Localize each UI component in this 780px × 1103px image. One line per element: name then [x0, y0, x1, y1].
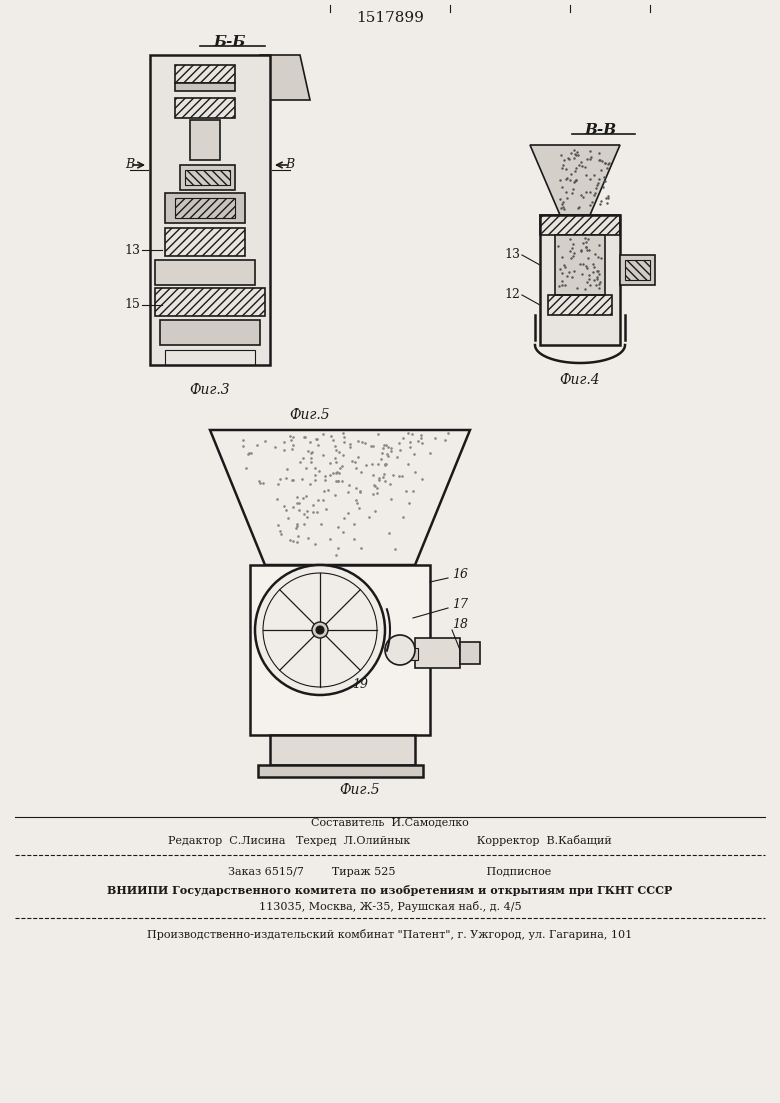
Bar	[625, 260, 650, 280]
Text: 113035, Москва, Ж-35, Раушская наб., д. 4/5: 113035, Москва, Ж-35, Раушская наб., д. …	[259, 900, 521, 911]
Bar	[155, 260, 255, 285]
Text: 16: 16	[452, 568, 468, 581]
Circle shape	[385, 635, 415, 665]
Text: 1517899: 1517899	[356, 11, 424, 25]
Bar	[540, 215, 620, 235]
Text: Редактор  С.Лисина   Техред  Л.Олийнык                   Корректор  В.Кабащий: Редактор С.Лисина Техред Л.Олийнык Корре…	[168, 835, 612, 846]
Bar	[165, 193, 245, 223]
Bar	[460, 642, 480, 664]
Text: Заказ 6515/7        Тираж 525                          Подписное: Заказ 6515/7 Тираж 525 Подписное	[229, 867, 551, 877]
Bar	[150, 55, 270, 365]
Bar	[540, 215, 620, 345]
Text: 15: 15	[124, 299, 140, 311]
Bar	[175, 98, 235, 118]
Polygon shape	[260, 55, 310, 100]
Text: 12: 12	[504, 289, 520, 301]
Bar	[250, 565, 430, 735]
Bar	[406, 647, 418, 660]
Bar	[270, 735, 415, 765]
Text: Фиг.5: Фиг.5	[339, 783, 381, 797]
Circle shape	[316, 627, 324, 634]
Text: Составитель  И.Самоделко: Составитель И.Самоделко	[311, 817, 469, 827]
Bar	[620, 255, 655, 285]
Text: 19: 19	[352, 678, 368, 692]
Bar	[165, 228, 245, 256]
Text: 13: 13	[504, 248, 520, 261]
Text: В: В	[126, 159, 135, 171]
Bar	[548, 295, 612, 315]
Polygon shape	[530, 144, 620, 215]
Text: Б-Б: Б-Б	[214, 35, 246, 49]
Text: Фиг.5: Фиг.5	[289, 408, 330, 422]
Bar	[180, 165, 235, 190]
Bar	[185, 170, 230, 185]
Text: Фиг.4: Фиг.4	[560, 373, 601, 387]
Bar	[155, 288, 265, 315]
Bar	[165, 350, 255, 365]
Text: Фиг.3: Фиг.3	[190, 383, 230, 397]
Bar	[415, 638, 460, 668]
Text: 17: 17	[452, 599, 468, 611]
Bar	[190, 120, 220, 160]
Text: 13: 13	[124, 244, 140, 257]
Bar	[258, 765, 423, 777]
Circle shape	[312, 622, 328, 638]
Text: ВНИИПИ Государственного комитета по изобретениям и открытиям при ГКНТ СССР: ВНИИПИ Государственного комитета по изоб…	[108, 885, 672, 896]
Bar	[175, 199, 235, 218]
Text: В: В	[285, 159, 295, 171]
Circle shape	[255, 565, 385, 695]
Bar	[175, 65, 235, 83]
Text: 18: 18	[452, 619, 468, 632]
Bar	[555, 235, 605, 295]
Polygon shape	[210, 430, 470, 565]
Bar	[160, 320, 260, 345]
Text: Производственно-издательский комбинат "Патент", г. Ужгород, ул. Гагарина, 101: Производственно-издательский комбинат "П…	[147, 929, 633, 940]
Text: В-В: В-В	[584, 124, 616, 137]
Bar	[175, 83, 235, 92]
